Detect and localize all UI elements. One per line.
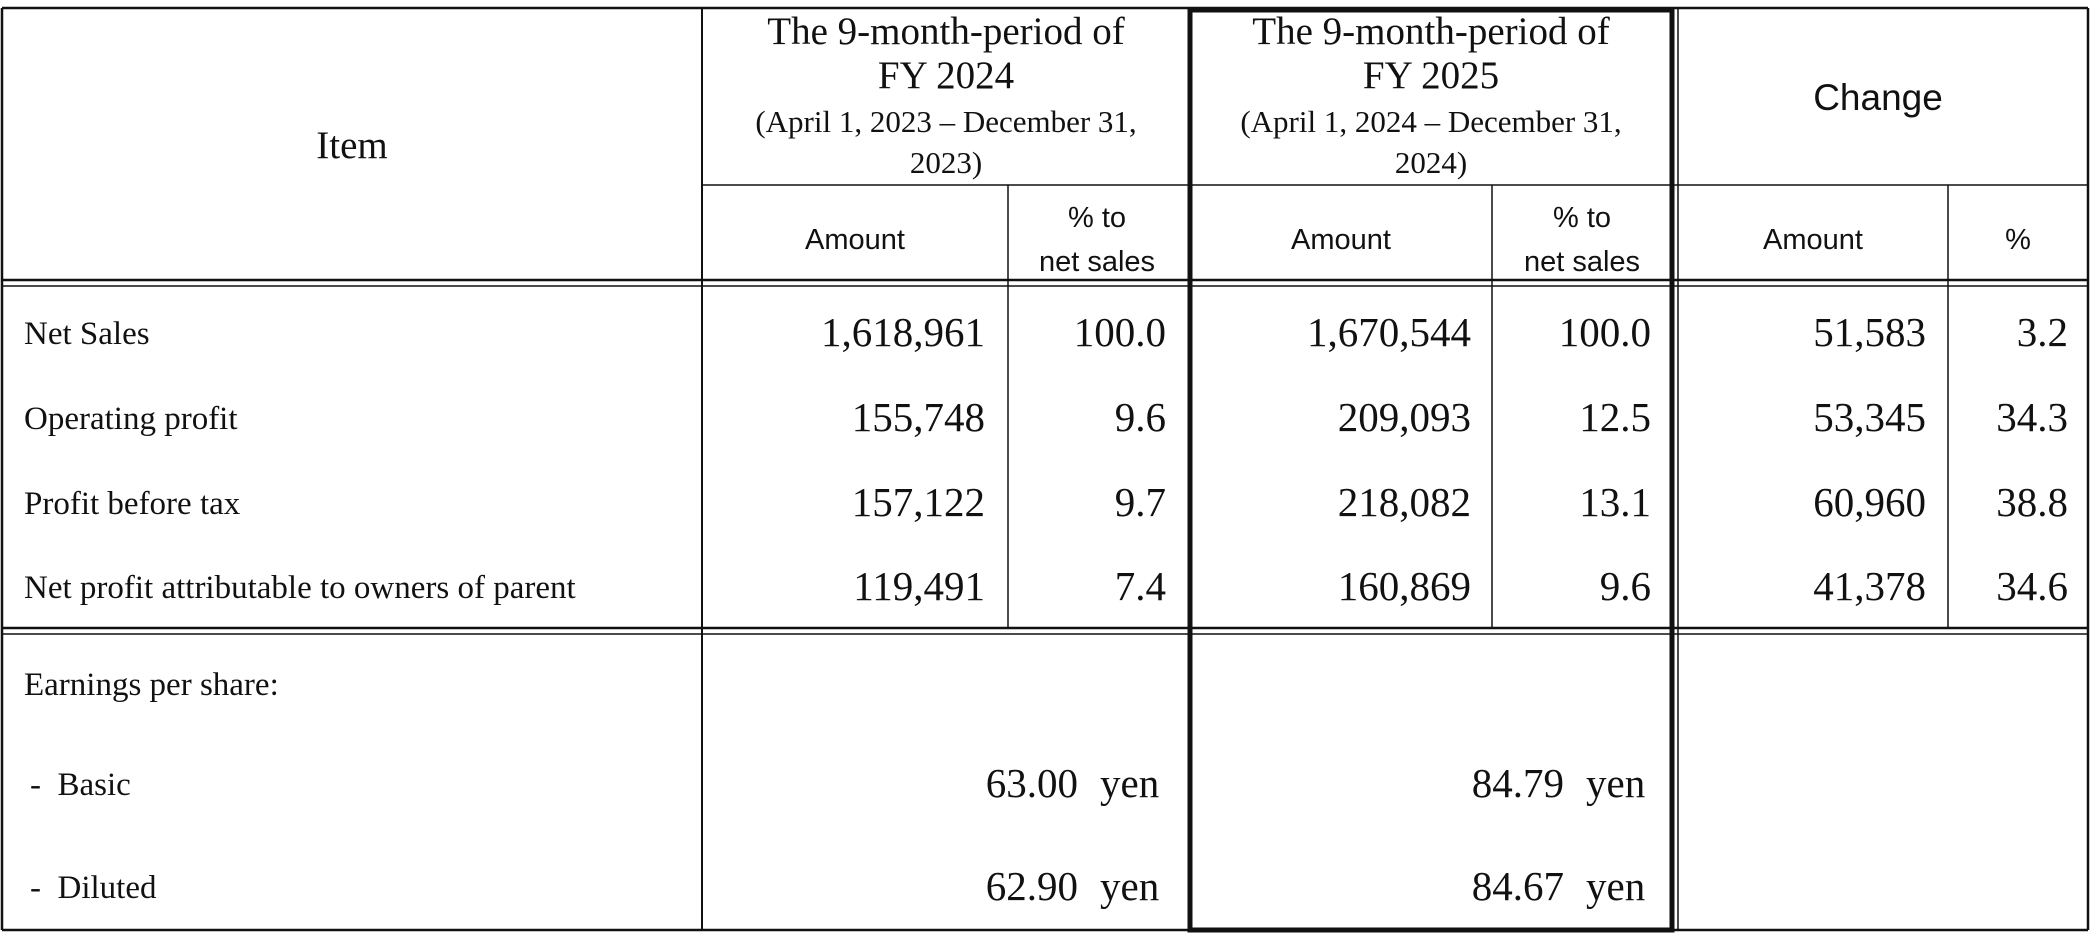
eps-diluted-curr-value: 84.67 xyxy=(1472,863,1564,909)
row-curr-pct: 100.0 xyxy=(1559,309,1651,355)
eps-diluted-label: - Diluted xyxy=(30,870,157,906)
row-prev-amount: 155,748 xyxy=(852,394,985,440)
curr-period-range-line1: (April 1, 2024 – December 31, xyxy=(1240,104,1621,139)
table-row: Profit before tax 157,122 9.7 218,082 13… xyxy=(24,479,2068,525)
prev-pct-header-line2: net sales xyxy=(1039,246,1155,278)
table-borders xyxy=(0,6,2090,932)
prev-period-range-line1: (April 1, 2023 – December 31, xyxy=(755,104,1136,139)
eps-unit: yen xyxy=(1586,760,1645,806)
row-curr-pct: 9.6 xyxy=(1600,563,1651,609)
row-change-amount: 51,583 xyxy=(1813,309,1926,355)
table-header: Item The 9-month-period of FY 2024 (Apri… xyxy=(316,10,2031,278)
row-curr-pct: 13.1 xyxy=(1579,479,1651,525)
row-change-pct: 34.3 xyxy=(1996,394,2068,440)
row-prev-amount: 119,491 xyxy=(853,563,985,609)
curr-period-range-line2: 2024) xyxy=(1395,145,1467,180)
row-curr-amount: 209,093 xyxy=(1338,394,1471,440)
header-item-label: Item xyxy=(316,124,387,167)
row-prev-pct: 7.4 xyxy=(1115,563,1166,609)
curr-period-title-line2: FY 2025 xyxy=(1363,54,1499,97)
row-item: Operating profit xyxy=(24,401,238,437)
prev-period-range-line2: 2023) xyxy=(910,145,982,180)
eps-basic-label: - Basic xyxy=(30,767,131,803)
eps-basic-prev-value: 63.00 xyxy=(986,760,1078,806)
row-change-amount: 41,378 xyxy=(1813,563,1926,609)
row-change-amount: 60,960 xyxy=(1813,479,1926,525)
eps-unit: yen xyxy=(1100,760,1159,806)
curr-period-title-line1: The 9-month-period of xyxy=(1252,10,1609,53)
curr-amount-header: Amount xyxy=(1291,224,1391,256)
row-change-amount: 53,345 xyxy=(1813,394,1926,440)
table-row: Net Sales 1,618,961 100.0 1,670,544 100.… xyxy=(24,309,2068,355)
table-body: Net Sales 1,618,961 100.0 1,670,544 100.… xyxy=(24,309,2068,609)
row-curr-amount: 218,082 xyxy=(1338,479,1471,525)
eps-basic-curr-value: 84.79 xyxy=(1472,760,1564,806)
row-item: Net profit attributable to owners of par… xyxy=(24,570,576,606)
curr-pct-header-line2: net sales xyxy=(1524,246,1640,278)
curr-pct-header-line1: % to xyxy=(1553,202,1611,234)
row-curr-amount: 1,670,544 xyxy=(1307,309,1471,355)
prev-amount-header: Amount xyxy=(805,224,905,256)
row-curr-pct: 12.5 xyxy=(1579,394,1651,440)
change-pct-header: % xyxy=(2005,224,2031,256)
eps-unit: yen xyxy=(1100,863,1159,909)
eps-unit: yen xyxy=(1586,863,1645,909)
eps-heading: Earnings per share: xyxy=(24,667,279,703)
change-header: Change xyxy=(1813,77,1943,118)
row-prev-amount: 1,618,961 xyxy=(821,309,985,355)
row-curr-amount: 160,869 xyxy=(1338,563,1471,609)
row-prev-pct: 100.0 xyxy=(1074,309,1166,355)
prev-period-title-line1: The 9-month-period of xyxy=(767,10,1124,53)
prev-period-title-line2: FY 2024 xyxy=(878,54,1014,97)
table-row: Net profit attributable to owners of par… xyxy=(24,563,2068,609)
change-amount-header: Amount xyxy=(1763,224,1863,256)
row-item: Net Sales xyxy=(24,316,150,352)
eps-section: Earnings per share: - Basic 63.00 yen 84… xyxy=(24,667,1645,909)
row-prev-amount: 157,122 xyxy=(852,479,985,525)
row-change-pct: 38.8 xyxy=(1996,479,2068,525)
row-item: Profit before tax xyxy=(24,486,241,522)
eps-diluted-prev-value: 62.90 xyxy=(986,863,1078,909)
row-prev-pct: 9.6 xyxy=(1115,394,1166,440)
table-row: Operating profit 155,748 9.6 209,093 12.… xyxy=(24,394,2068,440)
row-prev-pct: 9.7 xyxy=(1115,479,1166,525)
current-period-highlight xyxy=(1187,7,1675,933)
row-change-pct: 34.6 xyxy=(1996,563,2068,609)
row-change-pct: 3.2 xyxy=(2017,309,2068,355)
prev-pct-header-line1: % to xyxy=(1068,202,1126,234)
